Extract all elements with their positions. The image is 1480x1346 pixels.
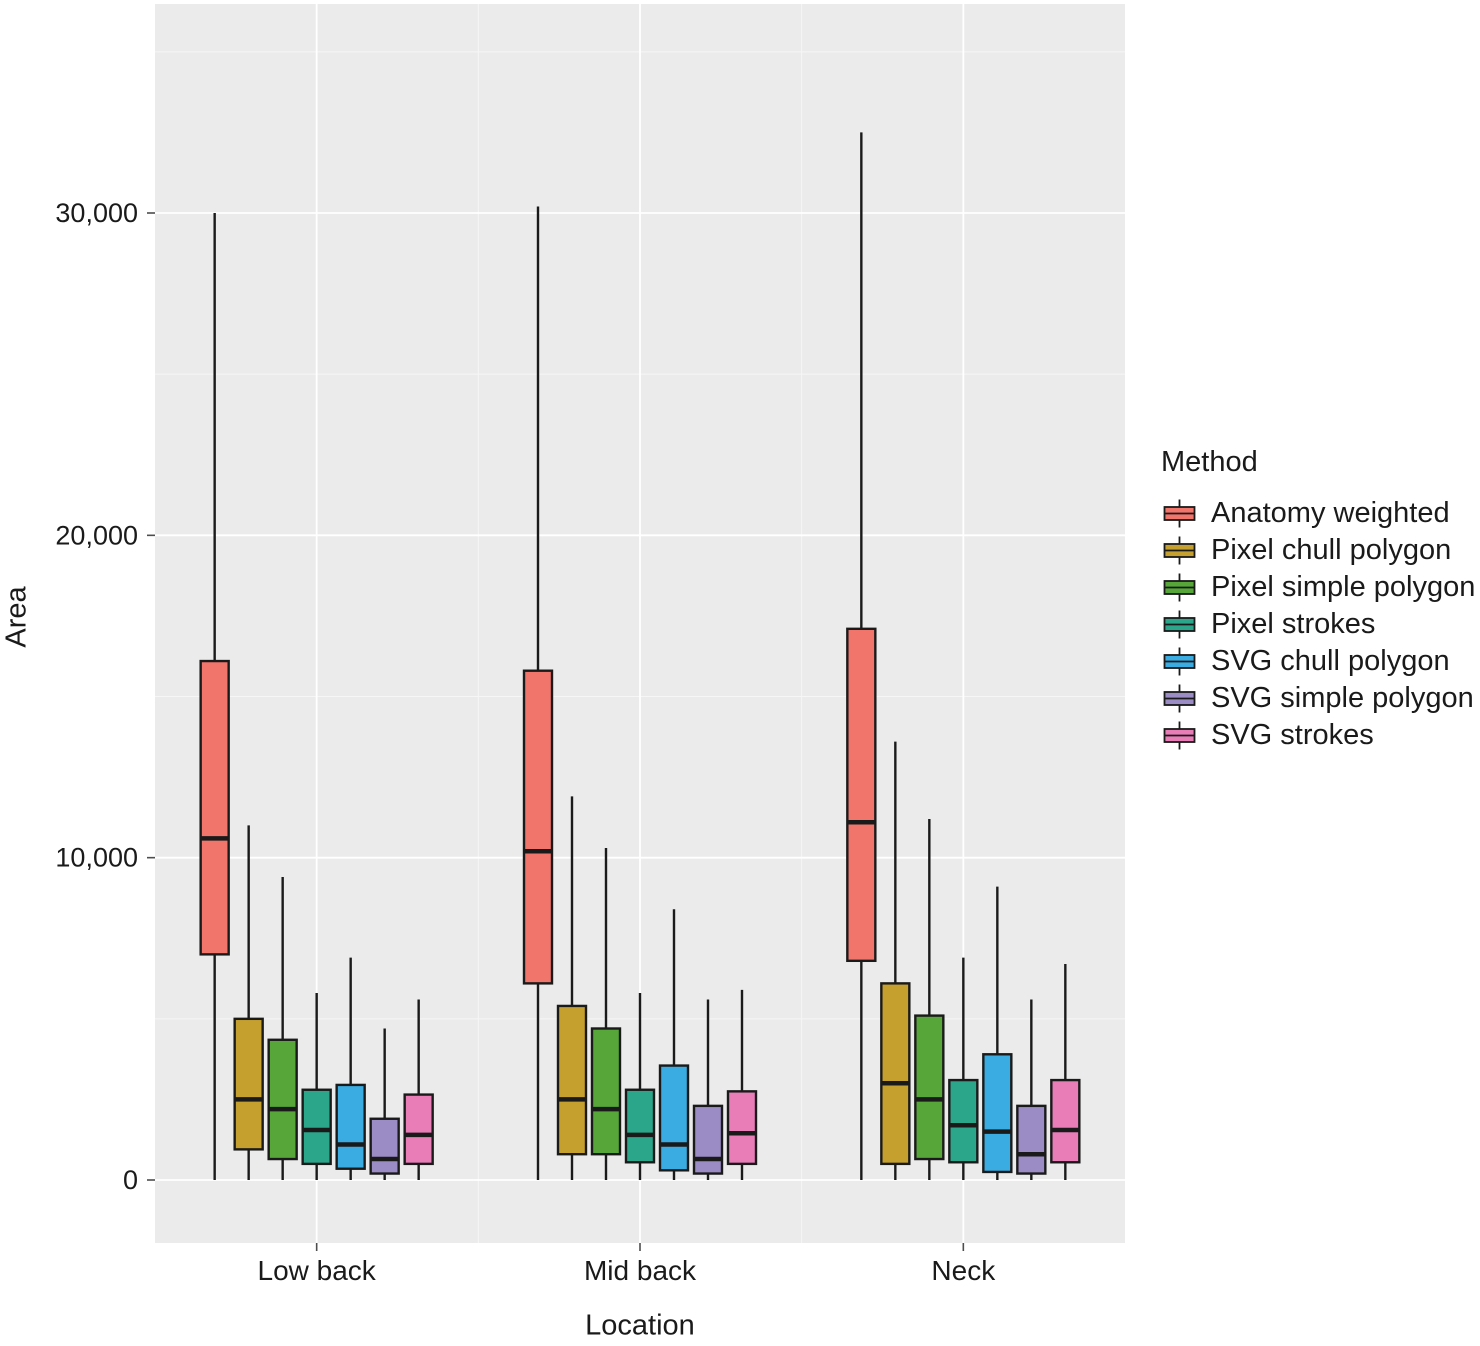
boxplot-box (1050, 964, 1081, 1180)
legend-item-label: SVG simple polygon (1211, 682, 1474, 714)
box-iqr (403, 1093, 434, 1166)
boxplot-key-icon (1163, 684, 1196, 713)
boxplot-box (846, 132, 877, 1180)
legend-item: SVG chull polygon (1161, 643, 1475, 680)
legend-items: Anatomy weighted Pixel chull polygon Pixel… (1161, 495, 1475, 754)
boxplot-box (982, 886, 1013, 1180)
boxplot-key-icon (1163, 573, 1196, 602)
box-iqr (880, 982, 911, 1166)
box-iqr (1050, 1078, 1081, 1164)
x-tick-label: Mid back (584, 1255, 697, 1286)
box-iqr (369, 1117, 400, 1175)
boxplot-key-icon (1163, 499, 1196, 528)
boxplot-box (880, 741, 911, 1180)
boxplot-box (914, 818, 945, 1180)
boxplot-key-icon (1163, 721, 1196, 750)
x-tick-label: Low back (258, 1255, 377, 1286)
legend: Method Anatomy weighted Pixel chull polyg… (1161, 446, 1475, 754)
boxplot-key-icon (1163, 610, 1196, 639)
box-iqr (692, 1104, 724, 1175)
legend-item-label: Anatomy weighted (1211, 497, 1450, 529)
boxplot-box (590, 847, 622, 1180)
y-tick-label: 10,000 (55, 843, 138, 873)
boxplot-key-icon (1163, 647, 1196, 676)
boxplot-box (658, 909, 690, 1180)
box-iqr (726, 1090, 758, 1166)
legend-item: SVG strokes (1161, 717, 1475, 754)
boxplot-box (233, 825, 264, 1180)
legend-item: Anatomy weighted (1161, 495, 1475, 532)
box-iqr (301, 1088, 332, 1166)
boxplot-box (335, 957, 366, 1180)
box-iqr (233, 1017, 264, 1151)
y-tick-label: 30,000 (55, 198, 138, 228)
legend-item-label: SVG chull polygon (1211, 645, 1450, 677)
y-tick-label: 20,000 (55, 520, 138, 550)
legend-item: Pixel strokes (1161, 606, 1475, 643)
boxplot-box (692, 999, 724, 1180)
boxplot-box (369, 1028, 400, 1180)
box-iqr (914, 1014, 945, 1161)
legend-item-label: Pixel simple polygon (1211, 571, 1476, 603)
boxplot-box (1016, 999, 1047, 1180)
boxplot-box (624, 993, 656, 1180)
legend-item: Pixel chull polygon (1161, 532, 1475, 569)
legend-item: SVG simple polygon (1161, 680, 1475, 717)
box-iqr (522, 669, 554, 985)
x-axis-title: Location (585, 1309, 695, 1342)
legend-item-label: Pixel strokes (1211, 608, 1376, 640)
boxplot-box (726, 989, 758, 1180)
boxplot-box (267, 877, 298, 1180)
box-iqr (624, 1088, 656, 1164)
boxplot-box (199, 213, 230, 1180)
legend-item: Pixel simple polygon (1161, 569, 1475, 606)
box-iqr (982, 1053, 1013, 1174)
legend-item-label: Pixel chull polygon (1211, 534, 1452, 566)
boxplot-key-icon (1163, 536, 1196, 565)
x-tick-label: Neck (931, 1255, 996, 1286)
box-iqr (948, 1078, 979, 1164)
box-iqr (658, 1064, 690, 1172)
box-iqr (590, 1027, 622, 1156)
boxplot-box (948, 957, 979, 1180)
legend-item-label: SVG strokes (1211, 719, 1374, 751)
y-axis-title: Area (0, 586, 33, 648)
box-iqr (199, 659, 230, 956)
boxplot-box (403, 999, 434, 1180)
box-iqr (335, 1083, 366, 1170)
box-iqr (1016, 1104, 1047, 1175)
boxplot-box (556, 796, 588, 1180)
box-iqr (846, 627, 877, 963)
box-iqr (267, 1038, 298, 1161)
y-tick-label: 0 (123, 1165, 138, 1195)
boxplot-box (522, 206, 554, 1180)
boxplot-box (301, 993, 332, 1180)
box-iqr (556, 1004, 588, 1156)
legend-title: Method (1161, 446, 1258, 478)
